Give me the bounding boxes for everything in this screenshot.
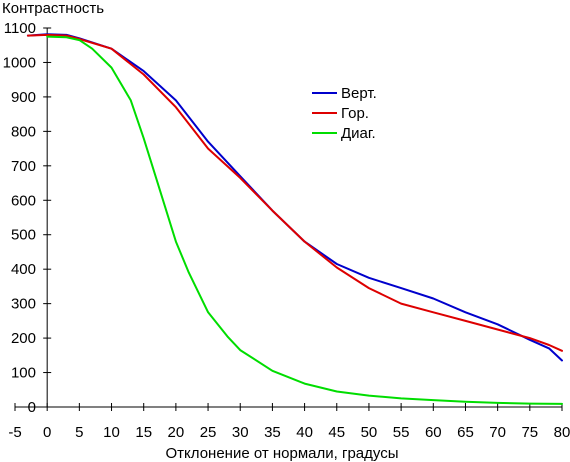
x-tick-label: 30 xyxy=(232,424,249,441)
x-tick-label: 80 xyxy=(554,424,570,441)
series-line-3 xyxy=(46,35,563,405)
x-tick-label: 45 xyxy=(328,424,345,441)
y-tick-label: 1000 xyxy=(3,54,36,71)
y-tick-label: 100 xyxy=(11,365,36,382)
y-tick-label: 500 xyxy=(11,227,36,244)
x-tick-label: 10 xyxy=(103,424,120,441)
y-axis-title-text: Контрастность xyxy=(2,0,104,17)
x-tick-label: 70 xyxy=(489,424,506,441)
x-axis-title: Отклонение от нормали, градусы xyxy=(166,445,399,462)
x-tick-label: 25 xyxy=(200,424,217,441)
y-tick-label: 300 xyxy=(11,296,36,313)
y-tick-label: 800 xyxy=(11,123,36,140)
legend-label: Гор. xyxy=(341,105,369,122)
x-tick-label: 40 xyxy=(296,424,313,441)
x-tick-label: 15 xyxy=(135,424,152,441)
legend: Верт. Гор. Диаг. xyxy=(312,85,377,142)
y-tick-label: 200 xyxy=(11,330,36,347)
y-axis-title: Контрастность xyxy=(2,0,104,17)
y-tick-label: 0 xyxy=(28,399,36,416)
x-tick-label: 55 xyxy=(393,424,410,441)
legend-label: Диаг. xyxy=(341,125,376,142)
x-tick-label: 20 xyxy=(168,424,185,441)
axes: 0 100 200 300 400 500 600 700 800 900 1000 1100 -5 0 5… xyxy=(3,20,570,441)
x-tick-label: -5 xyxy=(8,424,21,441)
x-tick-label: 0 xyxy=(43,424,51,441)
x-axis-title-text: Отклонение от нормали, градусы xyxy=(166,445,399,462)
legend-label: Верт. xyxy=(341,85,377,102)
series-line-2 xyxy=(26,33,563,352)
x-tick-label: 75 xyxy=(521,424,538,441)
y-tick-label: 900 xyxy=(11,89,36,106)
x-tick-label: 65 xyxy=(457,424,474,441)
x-tick-label: 35 xyxy=(264,424,281,441)
y-tick-label: 400 xyxy=(11,261,36,278)
series-line-1 xyxy=(26,33,563,362)
y-tick-label: 600 xyxy=(11,192,36,209)
x-tick-label: 60 xyxy=(425,424,442,441)
x-tick-label: 50 xyxy=(361,424,378,441)
x-tick-label: 5 xyxy=(75,424,83,441)
y-tick-label: 700 xyxy=(11,158,36,175)
series-lines xyxy=(26,33,563,405)
y-tick-label: 1100 xyxy=(4,20,36,37)
